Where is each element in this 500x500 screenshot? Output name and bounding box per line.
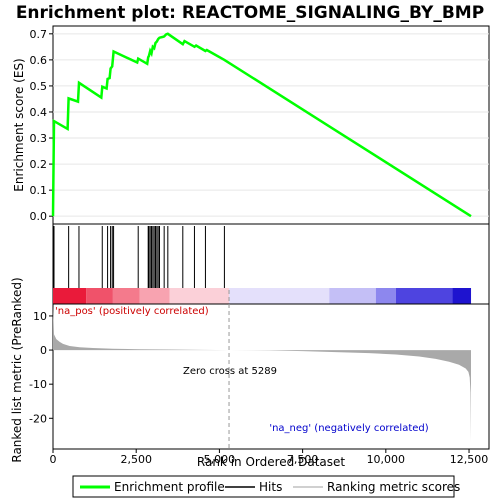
legend-hits-label: Hits bbox=[259, 480, 282, 494]
enrichment-score-panel: 0.0 0.1 0.2 0.3 0.4 0.5 0.6 0.7 Enrichment scor… bbox=[12, 25, 490, 225]
zero-cross-label: Zero cross at 5289 bbox=[183, 366, 277, 377]
colorbar-segment bbox=[329, 288, 376, 304]
colorbar-segment bbox=[53, 288, 87, 304]
colorbar-segment bbox=[375, 288, 396, 304]
colorbar-segment bbox=[452, 288, 472, 304]
colorbar-segment bbox=[139, 288, 170, 304]
ranked-metric-panel: 10 0 -10 -20 'na_pos' (positively correlate… bbox=[10, 277, 490, 469]
es-ytick-label: 0.6 bbox=[30, 54, 48, 67]
chart-title: Enrichment plot: REACTOME_SIGNALING_BY_B… bbox=[16, 3, 484, 23]
es-ytick-label: 0.1 bbox=[30, 184, 48, 197]
es-ytick-label: 0.5 bbox=[30, 80, 48, 93]
x-axis-label: Rank in Ordered Dataset bbox=[197, 455, 345, 469]
colorbar-segment bbox=[395, 288, 453, 304]
es-ytick-label: 0.0 bbox=[30, 210, 48, 223]
colorbar-segment bbox=[229, 288, 330, 304]
legend-metric-label: Ranking metric scores bbox=[327, 480, 460, 494]
x-tick-label: 0 bbox=[50, 453, 57, 466]
ranked-panel-frame bbox=[52, 303, 490, 450]
enrichment-profile-line bbox=[51, 32, 472, 218]
es-ytick-label: 0.4 bbox=[30, 106, 48, 119]
legend-enrichment-label: Enrichment profile bbox=[114, 480, 225, 494]
es-ylabel: Enrichment score (ES) bbox=[12, 58, 26, 191]
rank-ytick-label: 0 bbox=[40, 344, 47, 357]
legend: Enrichment profile Hits Ranking metric s… bbox=[72, 475, 460, 498]
x-tick-label: 12,500 bbox=[450, 453, 489, 466]
hits-panel bbox=[52, 223, 490, 305]
positive-correlation-label: 'na_pos' (positively correlated) bbox=[55, 306, 209, 317]
colorbar-segment bbox=[169, 288, 230, 304]
x-tick-label: 2,500 bbox=[120, 453, 152, 466]
rank-ytick-label: 10 bbox=[33, 310, 47, 323]
rank-ytick-label: -10 bbox=[29, 378, 47, 391]
enrichment-panel-frame bbox=[52, 25, 490, 225]
colorbar-segment bbox=[112, 288, 140, 304]
es-ytick-label: 0.7 bbox=[30, 28, 48, 41]
es-ytick-label: 0.2 bbox=[30, 158, 48, 171]
x-tick-label: 5,000 bbox=[204, 453, 236, 466]
rank-ytick-label: -20 bbox=[29, 412, 47, 425]
es-ytick-label: 0.3 bbox=[30, 132, 48, 145]
negative-correlation-label: 'na_neg' (negatively correlated) bbox=[269, 423, 428, 434]
legend-box bbox=[72, 475, 455, 498]
x-tick-label: 10,000 bbox=[367, 453, 406, 466]
x-tick-label: 7,500 bbox=[287, 453, 319, 466]
ranked-ylabel: Ranked list metric (PreRanked) bbox=[10, 277, 24, 462]
colorbar-segment bbox=[86, 288, 113, 304]
